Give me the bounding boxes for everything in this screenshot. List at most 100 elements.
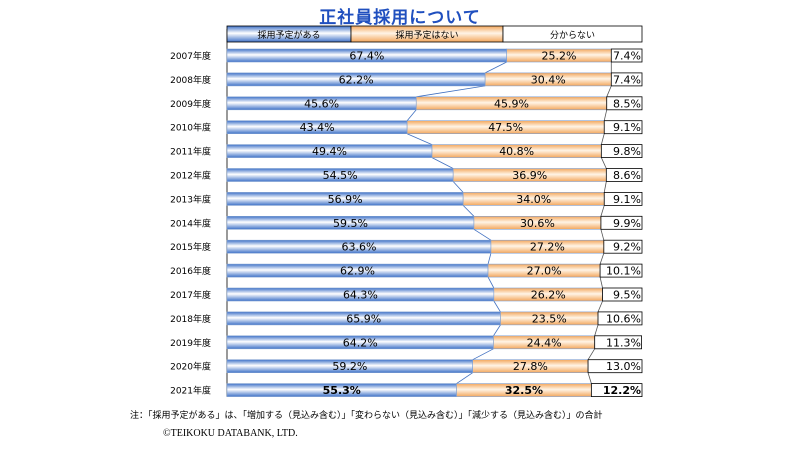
series-connector: [597, 300, 603, 313]
series-connector: [587, 372, 592, 384]
series-connector: [606, 85, 612, 97]
series-connector: [431, 157, 454, 169]
data-label: 9.1%: [613, 193, 641, 206]
series-connector: [456, 372, 473, 384]
series-connector: [600, 205, 605, 217]
data-label: 12.2%: [603, 384, 641, 397]
data-label: 59.5%: [333, 217, 368, 230]
data-label: 25.2%: [542, 50, 577, 63]
legend-label: 採用予定はない: [395, 29, 458, 41]
legend-swatch: [502, 25, 643, 43]
series-connector: [600, 229, 605, 241]
series-connector: [587, 348, 596, 360]
series-connector: [594, 324, 599, 336]
category-label: 2020年度: [170, 361, 211, 373]
category-label: 2019年度: [170, 337, 211, 349]
data-label: 8.5%: [613, 97, 641, 110]
series-connector: [416, 85, 486, 98]
bar-segment: [603, 120, 643, 135]
bar-segment: [603, 191, 643, 206]
data-label: 32.5%: [505, 384, 543, 397]
category-label: 2016年度: [170, 265, 211, 277]
bar-segment: [587, 359, 643, 374]
bar-segment: [594, 335, 642, 350]
data-label: 27.8%: [513, 360, 548, 373]
bar-segment: [610, 72, 643, 87]
series-connector: [603, 181, 607, 193]
data-label: 27.2%: [530, 241, 565, 254]
copyright: ©TEIKOKU DATABANK, LTD.: [163, 428, 298, 439]
data-label: 8.6%: [613, 169, 641, 182]
category-label: 2013年度: [170, 193, 211, 205]
series-connector: [406, 133, 433, 145]
series-connector: [493, 324, 501, 337]
data-label: 24.4%: [527, 336, 562, 349]
category-label: 2007年度: [170, 50, 211, 62]
data-label: 45.6%: [304, 97, 339, 110]
data-label: 34.0%: [516, 193, 551, 206]
data-label: 47.5%: [488, 121, 523, 134]
category-label: 2021年度: [170, 385, 211, 397]
data-label: 9.8%: [613, 145, 641, 158]
data-label: 59.2%: [332, 360, 367, 373]
legend-label: 分からない: [550, 30, 595, 41]
data-label: 55.3%: [323, 384, 361, 397]
data-label: 65.9%: [346, 312, 381, 325]
series-connector: [599, 277, 603, 289]
data-label: 11.3%: [606, 336, 641, 349]
category-label: 2017年度: [170, 289, 211, 301]
bar-segment: [599, 263, 643, 278]
data-label: 56.9%: [328, 193, 363, 206]
data-label: 67.4%: [349, 50, 384, 63]
series-connector: [473, 228, 492, 241]
data-label: 9.5%: [613, 289, 641, 302]
data-label: 23.5%: [532, 312, 567, 325]
category-label: 2014年度: [170, 217, 211, 229]
series-connector: [487, 253, 492, 265]
bar-segment: [610, 48, 643, 63]
data-label: 64.2%: [343, 336, 378, 349]
bar-segment: [600, 215, 643, 230]
data-label: 36.9%: [512, 169, 547, 182]
bars-layer: [226, 48, 643, 398]
bar-segment: [590, 383, 643, 398]
data-label: 7.4%: [613, 50, 641, 63]
bar-segment: [605, 168, 643, 182]
footnote: 注：「採用予定がある」は、「増加する（見込み含む）」「変わらない（見込み含む）」…: [130, 411, 603, 421]
series-connector: [600, 157, 607, 169]
legend-label: 採用予定がある: [257, 29, 320, 41]
series-connector: [603, 109, 608, 121]
data-label: 43.4%: [300, 121, 335, 134]
category-label: 2015年度: [170, 241, 211, 253]
series-connector: [462, 205, 475, 217]
series-connector: [600, 133, 605, 145]
bar-segment: [606, 96, 643, 111]
data-label: 13.0%: [606, 360, 641, 373]
series-connector: [406, 109, 417, 121]
category-label: 2008年度: [170, 74, 211, 86]
series-connector: [487, 276, 495, 289]
series-connector: [484, 61, 507, 74]
data-label: 62.9%: [340, 265, 375, 278]
data-label: 9.1%: [613, 121, 641, 134]
data-label: 62.2%: [339, 73, 374, 86]
chart-title: 正社員採用について: [319, 8, 481, 28]
bar-segment: [597, 311, 643, 326]
category-label: 2018年度: [170, 313, 211, 325]
category-label: 2009年度: [170, 98, 211, 110]
category-label: 2011年度: [170, 146, 211, 158]
data-label: 27.0%: [527, 265, 562, 278]
data-label: 54.5%: [323, 169, 358, 182]
series-connector: [599, 253, 605, 265]
data-label: 63.6%: [341, 241, 376, 254]
data-label: 40.8%: [499, 145, 534, 158]
data-label: 30.6%: [520, 217, 555, 230]
data-label: 64.3%: [343, 289, 378, 302]
legend: 採用予定がある 採用予定はない 分からない: [226, 25, 643, 43]
category-label: 2010年度: [170, 122, 211, 134]
data-label: 7.4%: [613, 73, 641, 86]
category-label: 2012年度: [170, 170, 211, 182]
data-label: 45.9%: [494, 97, 529, 110]
series-connector: [452, 181, 464, 193]
